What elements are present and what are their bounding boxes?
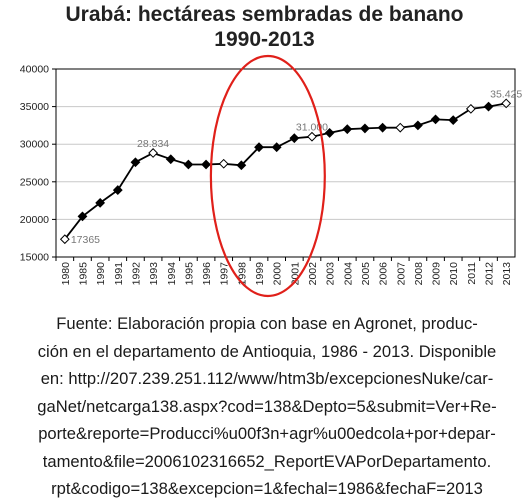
x-tick-label: 1993 — [148, 262, 160, 286]
x-tick-label: 1992 — [130, 262, 142, 286]
x-tick-label: 2007 — [395, 262, 407, 286]
x-tick-label: 2013 — [501, 262, 513, 286]
x-tick-label: 2003 — [325, 262, 337, 286]
caption-line: porte&reporte=Producci%u00f3n+agr%u00edc… — [38, 424, 496, 443]
x-tick-label: 2004 — [342, 262, 354, 286]
y-tick-label: 20000 — [20, 214, 49, 226]
x-tick-label: 1997 — [219, 262, 231, 286]
x-tick-label: 2010 — [448, 262, 460, 286]
data-point — [483, 101, 494, 112]
y-tick-label: 35000 — [20, 101, 49, 113]
data-markers — [59, 98, 512, 245]
x-tick-label: 1996 — [201, 262, 213, 286]
data-point — [236, 160, 247, 171]
x-tick-label: 1980 — [60, 262, 72, 286]
x-tick-label: 1991 — [113, 262, 125, 286]
caption-line: en: http://207.239.251.112/www/htm3b/exc… — [40, 369, 494, 388]
x-tick-label: 2009 — [431, 262, 443, 286]
data-point — [271, 142, 282, 153]
data-label: 17365 — [71, 234, 100, 246]
x-tick-label: 2005 — [360, 262, 372, 286]
x-tick-label: 2006 — [378, 262, 390, 286]
data-point — [77, 211, 88, 222]
data-point — [95, 197, 106, 208]
data-point — [218, 158, 229, 169]
series-line — [64, 102, 507, 240]
data-point — [501, 98, 512, 109]
data-point — [130, 157, 141, 168]
chart-title-line-1: Urabá: hectáreas sembradas de banano — [65, 3, 464, 26]
axes — [55, 68, 516, 258]
data-label: 31.000 — [296, 122, 328, 134]
plot-frame — [55, 68, 516, 258]
chart-title: Urabá: hectáreas sembradas de banano 199… — [0, 2, 529, 52]
y-tick-label: 30000 — [20, 139, 49, 151]
caption-line: gaNet/netcarga138.aspx?cod=138&Depto=5&s… — [37, 396, 497, 416]
data-point — [412, 120, 423, 131]
data-point — [289, 133, 300, 144]
data-point — [430, 114, 441, 125]
x-tick-label: 1994 — [166, 262, 178, 286]
data-point — [342, 124, 353, 135]
data-point — [324, 128, 335, 138]
source-caption: Fuente: Elaboración propia con base en A… — [14, 310, 520, 503]
annotation — [209, 54, 326, 298]
highlight-ellipse — [209, 54, 326, 298]
y-axis-ticks: 15000 20000 25000 30000 35000 40000 — [20, 64, 56, 264]
x-tick-label: 1990 — [95, 262, 107, 286]
caption-line: ción en el departamento de Antioquia, 19… — [37, 341, 497, 361]
data-point — [112, 185, 123, 195]
x-tick-label: 1999 — [254, 262, 266, 286]
data-label: 28.834 — [137, 138, 169, 150]
x-tick-label: 1985 — [77, 262, 89, 286]
x-tick-label: 2012 — [484, 262, 496, 286]
x-tick-label: 2002 — [307, 262, 319, 286]
data-label: 35.425 — [490, 88, 522, 100]
x-tick-label: 2011 — [466, 262, 478, 285]
data-labels: 17365 28.834 31.000 35.425 — [71, 88, 523, 246]
data-point — [165, 154, 176, 165]
x-tick-label: 1995 — [183, 262, 195, 286]
data-point — [377, 122, 388, 133]
data-point — [395, 122, 406, 133]
x-tick-label: 2001 — [289, 262, 301, 286]
grid-lines — [56, 68, 515, 258]
data-point — [148, 148, 159, 158]
data-point — [59, 234, 70, 245]
y-tick-label: 25000 — [20, 176, 49, 188]
data-point — [201, 159, 211, 170]
data-point — [254, 142, 264, 153]
series-line-path — [64, 102, 507, 240]
caption-line: tamento&file=2006102316652_ReportEVAPorD… — [42, 451, 492, 471]
x-tick-label: 2000 — [272, 262, 284, 286]
caption-line: rpt&codigo=138&excepcion=1&fechal=1986&f… — [51, 479, 483, 498]
x-tick-label: 2008 — [413, 262, 425, 286]
data-point — [183, 159, 194, 170]
y-tick-label: 15000 — [20, 252, 49, 264]
y-tick-label: 40000 — [20, 64, 49, 76]
data-point — [448, 115, 459, 126]
data-point — [360, 123, 370, 134]
x-axis-ticks: 1980 1985 1990 1991 1992 1993 1994 1995 1996 1997… — [55, 257, 513, 286]
chart-title-line-2: 1990-2013 — [214, 28, 315, 51]
data-point — [465, 103, 476, 114]
caption-line: Fuente: Elaboración propia con base en A… — [56, 314, 478, 333]
data-point — [307, 131, 317, 142]
